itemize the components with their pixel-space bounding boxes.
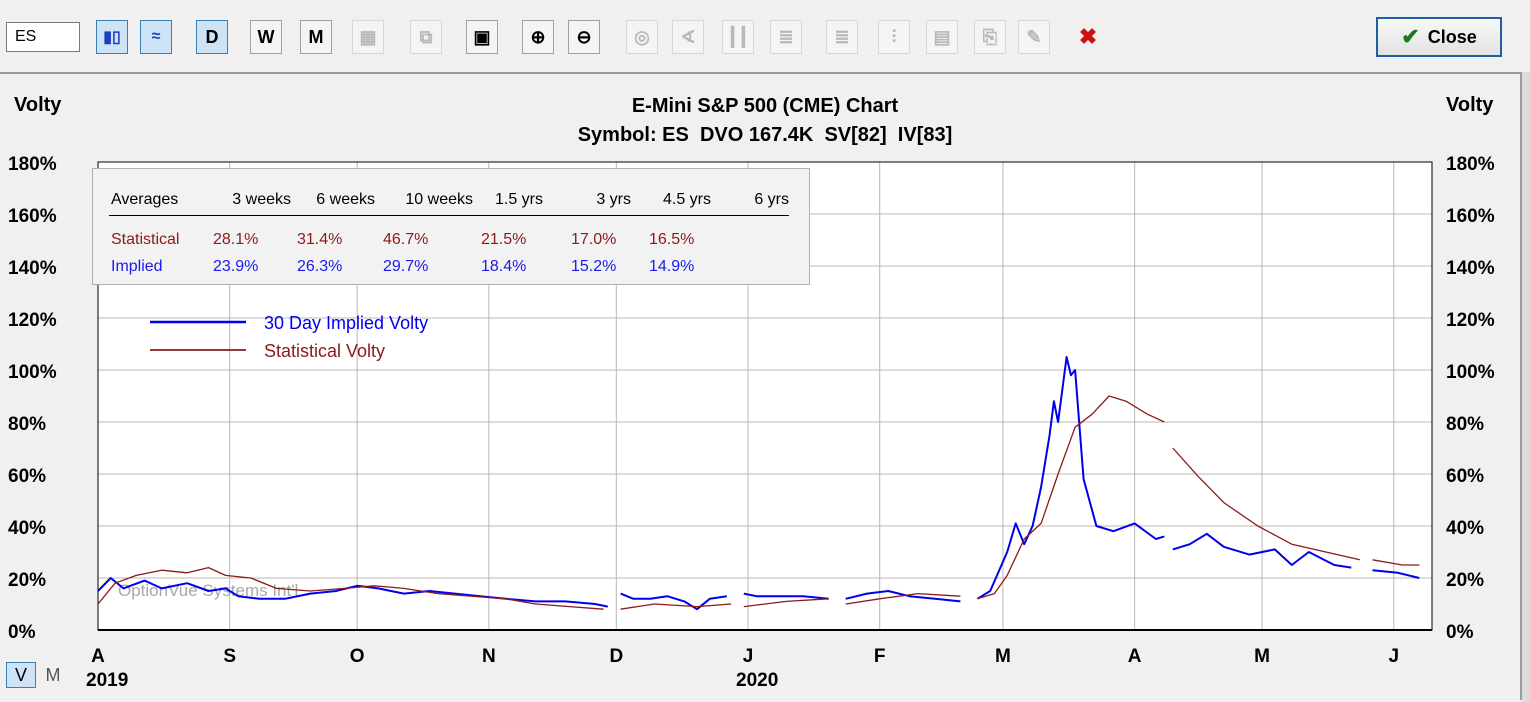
target-button[interactable]: ◎	[626, 20, 658, 54]
daily-button[interactable]: D	[196, 20, 228, 54]
hdr-cell: 1.5 yrs	[494, 191, 543, 208]
zoom-out-button[interactable]: ⊖	[568, 20, 600, 54]
lines-button[interactable]: ≣	[770, 20, 802, 54]
x-year-label: 2019	[86, 670, 128, 691]
y-tick-label-left: 80%	[8, 414, 46, 435]
hdr-cell: Averages	[111, 191, 179, 208]
pencil-button[interactable]: ✎	[1018, 20, 1050, 54]
chart-svg: 0% 0% 20% 20% 40% 40% 60% 60% 80% 80% 100% 100% 120%…	[8, 94, 1495, 691]
x-tick-label: M	[1254, 646, 1270, 667]
hdr-cell: 4.5 yrs	[662, 191, 711, 208]
angle-button[interactable]: ∢	[672, 20, 704, 54]
close-button[interactable]: ✔ Close	[1376, 17, 1502, 57]
y-tick-label-left: 180%	[8, 154, 57, 175]
y-tick-label-right: 140%	[1446, 258, 1495, 279]
market-view-toggle[interactable]: M	[45, 664, 61, 685]
stat-cell: 31.4%	[297, 231, 343, 248]
impl-cell: 29.7%	[383, 258, 429, 275]
y-tick-label-right: 40%	[1446, 518, 1484, 539]
delete-button[interactable]: ✖	[1078, 24, 1098, 49]
y-tick-label-left: 0%	[8, 622, 36, 643]
impl-cell: 15.2%	[571, 258, 617, 275]
x-tick-label: M	[995, 646, 1011, 667]
monthly-button[interactable]: M	[300, 20, 332, 54]
volatility-view-toggle[interactable]: V	[6, 662, 36, 688]
y-tick-label-right: 180%	[1446, 154, 1495, 175]
x-tick-label: O	[350, 646, 365, 667]
x-tick-label: J	[1388, 646, 1399, 667]
impl-cell: 18.4%	[481, 258, 527, 275]
stat-cell: Statistical	[111, 231, 180, 248]
hdr-cell: 6 yrs	[754, 191, 789, 208]
chart-subtitle: Symbol: ES DVO 167.4K SV[82] IV[83]	[578, 124, 953, 146]
x-tick-label: A	[91, 646, 105, 667]
statistical-volatility-line	[97, 395, 1420, 610]
averages-table: Averages 3 weeks 6 weeks 10 weeks 1.5 yrs 3 y…	[92, 168, 810, 285]
hdr-cell: 3 yrs	[596, 191, 631, 208]
vertical-scrollbar[interactable]	[1522, 72, 1530, 702]
bar-chart-button[interactable]: ▮▯	[96, 20, 128, 54]
checkmark-icon: ✔	[1401, 24, 1420, 49]
y-tick-label-left: 40%	[8, 518, 46, 539]
y-tick-label-left: 20%	[8, 570, 46, 591]
zoom-in-button[interactable]: ⊕	[522, 20, 554, 54]
stat-cell: 21.5%	[481, 231, 527, 248]
y-tick-label-left: 100%	[8, 362, 57, 383]
x-tick-label: D	[609, 646, 623, 667]
volume-button[interactable]: ⫶	[878, 20, 910, 54]
stat-cell: 16.5%	[649, 231, 695, 248]
averages-rule	[109, 215, 789, 216]
legend-label: Statistical Volty	[264, 341, 385, 361]
impl-cell: 14.9%	[649, 258, 695, 275]
y-tick-label-right: 120%	[1446, 310, 1495, 331]
y-tick-label-left: 160%	[8, 206, 57, 227]
study-button[interactable]: ▤	[926, 20, 958, 54]
y-tick-label-right: 160%	[1446, 206, 1495, 227]
y-tick-label-right: 0%	[1446, 622, 1474, 643]
candles-button[interactable]: ┃┃	[722, 20, 754, 54]
y-tick-label-left: 140%	[8, 258, 57, 279]
x-tick-label: F	[874, 646, 886, 667]
export-button[interactable]: ⎘	[974, 20, 1006, 54]
y-axis-label-right: Volty	[1446, 94, 1494, 116]
impl-cell: 23.9%	[213, 258, 259, 275]
stat-cell: 17.0%	[571, 231, 617, 248]
y-tick-label-left: 60%	[8, 466, 46, 487]
y-tick-label-left: 120%	[8, 310, 57, 331]
x-tick-label: A	[1128, 646, 1142, 667]
close-label: Close	[1427, 26, 1477, 47]
hdr-cell: 6 weeks	[316, 191, 375, 208]
implied-volatility-line	[97, 356, 1420, 611]
impl-cell: 26.3%	[297, 258, 343, 275]
symbol-input[interactable]	[6, 22, 80, 52]
y-tick-label-right: 100%	[1446, 362, 1495, 383]
y-tick-label-right: 20%	[1446, 570, 1484, 591]
impl-cell: Implied	[111, 258, 163, 275]
copy-button[interactable]: ⧉	[410, 20, 442, 54]
hdr-cell: 3 weeks	[232, 191, 291, 208]
x-year-label: 2020	[736, 670, 778, 691]
y-tick-label-right: 60%	[1446, 466, 1484, 487]
calendar-button[interactable]: ▣	[466, 20, 498, 54]
stat-cell: 46.7%	[383, 231, 429, 248]
hdr-cell: 10 weeks	[405, 191, 473, 208]
stat-cell: 28.1%	[213, 231, 259, 248]
line-chart-button[interactable]: ≈	[140, 20, 172, 54]
y-tick-label-right: 80%	[1446, 414, 1484, 435]
grid-button[interactable]: ▦	[352, 20, 384, 54]
legend-label: 30 Day Implied Volty	[264, 313, 428, 333]
chart-title: E-Mini S&P 500 (CME) Chart	[632, 95, 899, 117]
toolbar: ▮▯ ≈ DWM ▦ ⧉ ▣ ⊕ ⊖ ◎ ∢ ┃┃ ≣ ≣ ⫶ ▤ ⎘ ✎ ✖ ✔ Close	[0, 0, 1530, 72]
levels-button[interactable]: ≣	[826, 20, 858, 54]
x-tick-label: J	[743, 646, 754, 667]
weekly-button[interactable]: W	[250, 20, 282, 54]
x-tick-label: N	[482, 646, 496, 667]
y-axis-label-left: Volty	[14, 94, 62, 116]
x-tick-label: S	[223, 646, 236, 667]
